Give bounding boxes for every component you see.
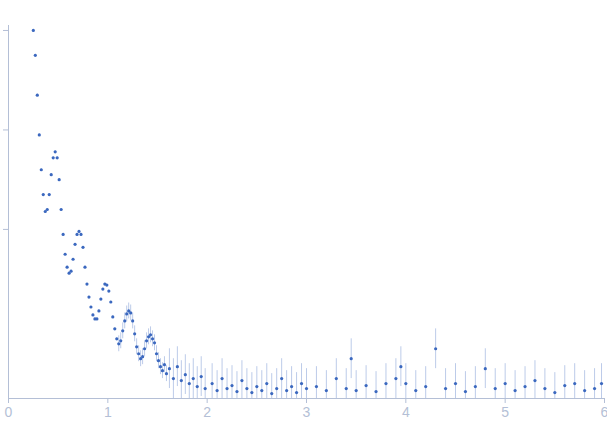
svg-text:6: 6 bbox=[601, 404, 607, 420]
svg-text:3: 3 bbox=[303, 404, 311, 420]
svg-text:4: 4 bbox=[402, 404, 410, 420]
svg-text:0: 0 bbox=[5, 404, 13, 420]
svg-text:2: 2 bbox=[203, 404, 211, 420]
svg-text:5: 5 bbox=[501, 404, 509, 420]
svg-text:1: 1 bbox=[104, 404, 112, 420]
